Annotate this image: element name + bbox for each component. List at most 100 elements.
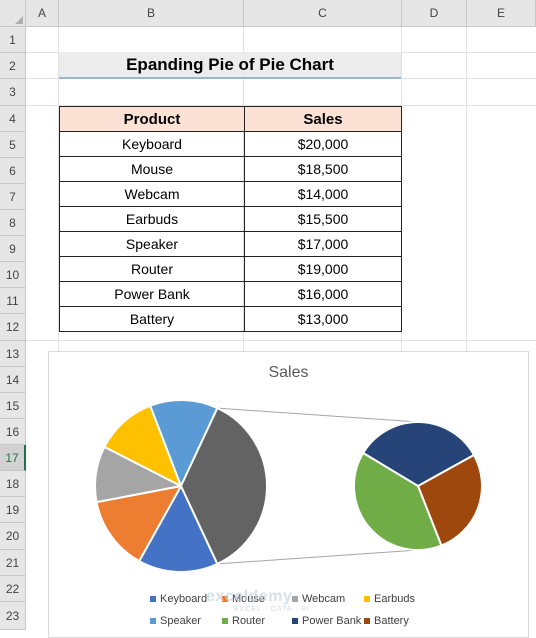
legend-label: Mouse [232, 593, 266, 605]
sales-cell[interactable]: $17,000 [244, 231, 402, 257]
sales-cell[interactable]: $13,000 [244, 306, 402, 332]
legend-swatch [150, 596, 156, 602]
gridline [466, 27, 467, 638]
gridline [58, 27, 59, 638]
row-header[interactable]: 20 [0, 523, 26, 550]
legend-label: Power Bank [302, 615, 362, 627]
header-sales[interactable]: Sales [244, 106, 402, 132]
watermark-logo: exceldemy [206, 588, 293, 605]
legend-item-mouse[interactable]: Mouse [222, 593, 265, 605]
connector-line [217, 407, 419, 423]
gridline [401, 27, 402, 638]
sales-cell[interactable]: $16,000 [244, 281, 402, 307]
row-header[interactable]: 14 [0, 367, 26, 393]
product-cell[interactable]: Webcam [59, 181, 245, 207]
pie-slice-other[interactable] [179, 406, 268, 566]
row-header[interactable]: 21 [0, 550, 26, 576]
gridline [243, 27, 244, 638]
legend-swatch [150, 618, 156, 624]
row-header[interactable]: 11 [0, 288, 26, 314]
legend-label: Earbuds [374, 593, 415, 605]
gridline [26, 105, 536, 106]
pie-slice-battery[interactable] [416, 453, 483, 547]
legend-swatch [222, 618, 228, 624]
row-header[interactable]: 7 [0, 184, 26, 210]
table-row: Router $19,000 [59, 256, 402, 282]
chart-plot-area[interactable] [49, 352, 528, 637]
product-cell[interactable]: Router [59, 256, 245, 282]
select-all-corner[interactable] [0, 0, 26, 27]
row-header[interactable]: 8 [0, 210, 26, 236]
row-header[interactable]: 18 [0, 471, 26, 497]
row-header[interactable]: 15 [0, 393, 26, 419]
connector-line [217, 549, 419, 565]
sales-cell[interactable]: $19,000 [244, 256, 402, 282]
row-header[interactable]: 4 [0, 106, 26, 132]
sales-table: Product Sales Keyboard $20,000 Mouse $18,5… [59, 106, 402, 332]
row-header[interactable]: 3 [0, 79, 26, 106]
row-header[interactable]: 5 [0, 132, 26, 158]
row-header[interactable]: 23 [0, 602, 26, 630]
pie-slice-earbuds[interactable] [103, 404, 183, 489]
row-header[interactable]: 9 [0, 236, 26, 262]
row-header[interactable]: 16 [0, 419, 26, 445]
row-header-selected[interactable]: 17 [0, 445, 26, 471]
sales-cell[interactable]: $15,500 [244, 206, 402, 232]
watermark-tagline: EXCEL · DATA · BI [234, 606, 310, 613]
table-row: Earbuds $15,500 [59, 206, 402, 232]
legend-label: Webcam [302, 593, 346, 605]
product-cell[interactable]: Earbuds [59, 206, 245, 232]
sales-cell[interactable]: $20,000 [244, 131, 402, 157]
legend-swatch [222, 596, 228, 602]
sales-cell[interactable]: $18,500 [244, 156, 402, 182]
row-header[interactable]: 1 [0, 27, 26, 53]
gridline [26, 340, 536, 341]
legend-item-earbuds[interactable]: Earbuds [364, 593, 415, 605]
row-header[interactable]: 22 [0, 576, 26, 602]
legend-label: Keyboard [160, 593, 208, 605]
column-header-e[interactable]: E [467, 0, 536, 27]
table-header-row: Product Sales [59, 106, 402, 132]
table-row: Power Bank $16,000 [59, 281, 402, 307]
product-cell[interactable]: Speaker [59, 231, 245, 257]
product-cell[interactable]: Battery [59, 306, 245, 332]
sales-cell[interactable]: $14,000 [244, 181, 402, 207]
legend-item-speaker[interactable]: Speaker [150, 615, 201, 627]
product-cell[interactable]: Mouse [59, 156, 245, 182]
legend-item-keyboard[interactable]: Keyboard [150, 593, 207, 605]
row-header[interactable]: 19 [0, 497, 26, 523]
column-header-b[interactable]: B [59, 0, 244, 27]
table-row: Keyboard $20,000 [59, 131, 402, 157]
table-row: Speaker $17,000 [59, 231, 402, 257]
legend-item-router[interactable]: Router [222, 615, 265, 627]
row-header[interactable]: 6 [0, 158, 26, 184]
legend-swatch [292, 596, 298, 602]
pie-of-pie-chart[interactable]: Sales Keyboard Mouse Webcam Earbuds Spea… [48, 351, 529, 638]
pie-slice-speaker[interactable] [148, 399, 219, 489]
pie-slice-mouse[interactable] [95, 484, 183, 563]
pie-slice-router[interactable] [353, 451, 443, 551]
legend-item-webcam[interactable]: Webcam [292, 593, 345, 605]
pie-slice-keyboard[interactable] [137, 483, 219, 573]
row-header[interactable]: 10 [0, 262, 26, 288]
legend-label: Speaker [160, 615, 201, 627]
legend-label: Router [232, 615, 266, 627]
column-header-d[interactable]: D [402, 0, 467, 27]
legend-label: Battery [374, 615, 409, 627]
product-cell[interactable]: Power Bank [59, 281, 245, 307]
product-cell[interactable]: Keyboard [59, 131, 245, 157]
row-header[interactable]: 13 [0, 341, 26, 367]
table-row: Webcam $14,000 [59, 181, 402, 207]
column-header-a[interactable]: A [26, 0, 59, 27]
row-header[interactable]: 2 [0, 53, 26, 79]
sheet-title: Epanding Pie of Pie Chart [59, 52, 401, 79]
legend-swatch [364, 618, 370, 624]
column-header-c[interactable]: C [244, 0, 402, 27]
legend-item-power-bank[interactable]: Power Bank [292, 615, 361, 627]
row-header[interactable]: 12 [0, 314, 26, 341]
table-row: Battery $13,000 [59, 306, 402, 332]
chart-title[interactable]: Sales [268, 364, 309, 381]
legend-item-battery[interactable]: Battery [364, 615, 409, 627]
header-product[interactable]: Product [59, 106, 245, 132]
legend-swatch [364, 596, 370, 602]
